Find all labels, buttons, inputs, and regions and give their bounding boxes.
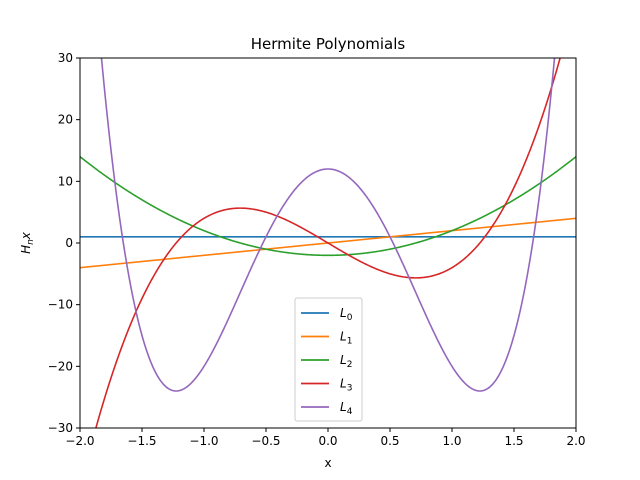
y-tick-label: −10 <box>48 298 73 312</box>
series-line-3 <box>95 58 561 428</box>
x-tick-label: 1.0 <box>442 434 461 448</box>
y-axis-label: Hnx <box>19 231 36 254</box>
legend: L0 L1 L2 L3 L4 <box>294 297 363 422</box>
x-tick-label: −2.0 <box>65 434 94 448</box>
y-tick-label: 0 <box>65 236 73 250</box>
x-tick-label: 1.5 <box>504 434 523 448</box>
y-tick-label: −20 <box>48 359 73 373</box>
x-axis-label: x <box>324 456 331 470</box>
x-tick-label: −1.0 <box>189 434 218 448</box>
x-tick-label: 2.0 <box>566 434 585 448</box>
series-line-4 <box>100 58 556 392</box>
x-tick-label: 0.0 <box>318 434 337 448</box>
legend-label-2: L2 <box>340 353 352 370</box>
legend-label-4: L4 <box>340 400 353 417</box>
legend-label-0: L0 <box>340 306 353 323</box>
legend-label-1: L1 <box>340 330 352 347</box>
chart-title: Hermite Polynomials <box>251 35 406 53</box>
x-tick-label: −0.5 <box>251 434 280 448</box>
series-line-2 <box>80 156 576 257</box>
x-tick-label: −1.5 <box>127 434 156 448</box>
x-tick-label: 0.5 <box>380 434 399 448</box>
y-tick-label: −30 <box>48 421 73 435</box>
y-tick-label: 10 <box>58 174 73 188</box>
legend-label-3: L3 <box>340 377 352 394</box>
y-tick-label: 20 <box>58 113 73 127</box>
y-tick-label: 30 <box>58 51 73 65</box>
